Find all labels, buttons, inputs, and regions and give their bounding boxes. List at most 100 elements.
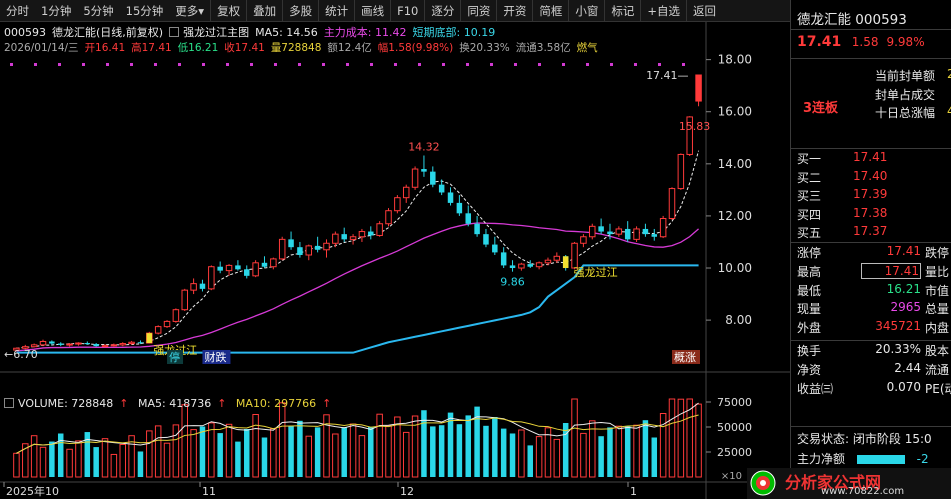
volume-bar <box>13 452 20 478</box>
volume-bar <box>225 423 233 478</box>
bid-row[interactable]: 买一 <box>797 150 821 167</box>
f10-button[interactable]: F10 <box>390 0 424 22</box>
volume-bar <box>624 426 631 477</box>
statistics-button[interactable]: 统计 <box>318 0 354 22</box>
ma5-value: MA5: 14.56 <box>255 26 318 39</box>
close-icon[interactable] <box>169 27 180 37</box>
short-bottom-value: 短期底部: 10.19 <box>412 26 496 39</box>
volume-bar <box>668 398 676 478</box>
stop-badge: 停 <box>169 350 180 364</box>
volume-bar <box>518 429 525 478</box>
overlay-button[interactable]: 叠加 <box>246 0 282 22</box>
trade-status-value: 闭市阶段 <box>852 432 901 446</box>
kline-chart[interactable]: 18.00 16.00 14.00 12.00 10.00 8.00 14.32 9.86 ←6… <box>0 22 790 499</box>
signal-candle <box>562 256 569 269</box>
multi-stock-button[interactable]: 多股 <box>282 0 318 22</box>
adjust-button[interactable]: 复权 <box>210 0 246 22</box>
bid-row[interactable]: 买四 <box>797 206 821 223</box>
open-capital-button[interactable]: 开资 <box>496 0 532 22</box>
volume-bar <box>535 436 543 478</box>
divider <box>791 242 951 243</box>
volume-ma10-value: MA10: 297766 <box>235 397 317 410</box>
kline-chart-area[interactable]: 18.00 16.00 14.00 12.00 10.00 8.00 14.32 9.86 ←6… <box>0 22 790 499</box>
volume-bar <box>358 435 366 478</box>
seal-amount-fragment: 2 <box>947 67 951 81</box>
volume-ma10-line <box>16 414 699 454</box>
candle-body <box>535 262 543 268</box>
main-cost-value: 主力成本: 11.42 <box>323 26 407 39</box>
add-watchlist-button[interactable]: +自选 <box>640 0 686 22</box>
stop-badge-bg <box>167 350 184 364</box>
bid-label: 买二 <box>797 170 822 185</box>
volume-bar <box>695 403 702 478</box>
draw-line-button[interactable]: 画线 <box>354 0 390 22</box>
bid-row[interactable]: 买三 <box>797 187 821 204</box>
candle-body <box>589 225 596 238</box>
volume-bar <box>199 426 206 477</box>
candle-body <box>474 223 480 235</box>
volume-legend-value: VOLUME: 728848 <box>18 397 114 410</box>
candle-body <box>208 266 215 290</box>
candle-body <box>447 192 454 203</box>
top-marker <box>58 63 61 66</box>
volume-bar <box>323 414 330 478</box>
volume-bar <box>30 435 38 478</box>
date-axis-label: 1 <box>630 485 637 498</box>
candle-body <box>217 266 223 271</box>
candle-body <box>110 344 118 347</box>
candle-body <box>84 343 91 345</box>
tab-more[interactable]: 更多▾ <box>169 0 210 22</box>
divider <box>791 29 951 30</box>
expand-icon[interactable] <box>4 398 14 408</box>
candle-body <box>57 343 64 345</box>
candle-body <box>297 247 303 255</box>
tab-intraday[interactable]: 分时 <box>6 3 29 18</box>
candle-body <box>509 265 516 269</box>
low-value: 低16.21 <box>177 42 219 54</box>
candle-body <box>49 341 55 344</box>
indicator-name[interactable]: 强龙过江主图 <box>183 26 250 39</box>
tick-button[interactable]: 逐分 <box>424 0 460 22</box>
simple-frame-button[interactable]: 简框 <box>532 0 568 22</box>
candle-body <box>66 343 73 346</box>
concept-tag[interactable]: 燃气 <box>576 42 598 54</box>
volume-bar <box>474 406 480 477</box>
mark-button[interactable]: 标记 <box>604 0 640 22</box>
volume-bar <box>659 413 667 478</box>
tab-15min[interactable]: 15分钟 <box>125 3 164 18</box>
mini-window-button[interactable]: 小窗 <box>568 0 604 22</box>
volume-bar <box>261 437 268 477</box>
candle-body <box>385 210 392 225</box>
top-marker <box>202 63 205 66</box>
volume-bar <box>607 427 613 477</box>
ten-day-gain-fragment: 4 <box>947 104 951 118</box>
up-arrow-icon: ↑ <box>217 397 227 410</box>
volume-bar <box>402 431 410 478</box>
quote-panel: 德龙汇能 000593 17.41 1.58 9.98% 当前封单额 2 封单占成… <box>790 0 951 499</box>
volume-axis-label: 25000 <box>717 446 752 459</box>
tab-1min[interactable]: 1分钟 <box>41 3 72 18</box>
quote-label: 涨停 <box>797 246 822 260</box>
top-marker <box>418 63 421 66</box>
same-capital-button[interactable]: 同资 <box>460 0 496 22</box>
bid-row[interactable]: 买五 <box>797 224 821 241</box>
back-button[interactable]: 返回 <box>685 0 722 22</box>
volume-bar <box>580 432 587 478</box>
candle-body <box>402 186 410 199</box>
tab-5min[interactable]: 5分钟 <box>83 3 114 18</box>
top-marker <box>610 63 613 66</box>
quote-right-label: 跌停 <box>925 246 950 260</box>
bid-row[interactable]: 买二 <box>797 169 821 186</box>
chart-stock-code: 000593 <box>4 26 46 39</box>
volume-ma5-value: MA5: 418736 <box>137 397 212 410</box>
volume-bar <box>677 398 685 478</box>
candle-body <box>465 213 471 224</box>
top-marker <box>178 63 181 66</box>
stats-label: 收益㈢ <box>797 382 834 396</box>
volume-bar <box>341 427 347 477</box>
signal-candle <box>146 333 153 344</box>
volume-bar <box>110 453 118 478</box>
volume-bar <box>305 435 313 478</box>
volume-bar <box>172 424 180 478</box>
volume-bar <box>553 438 561 478</box>
